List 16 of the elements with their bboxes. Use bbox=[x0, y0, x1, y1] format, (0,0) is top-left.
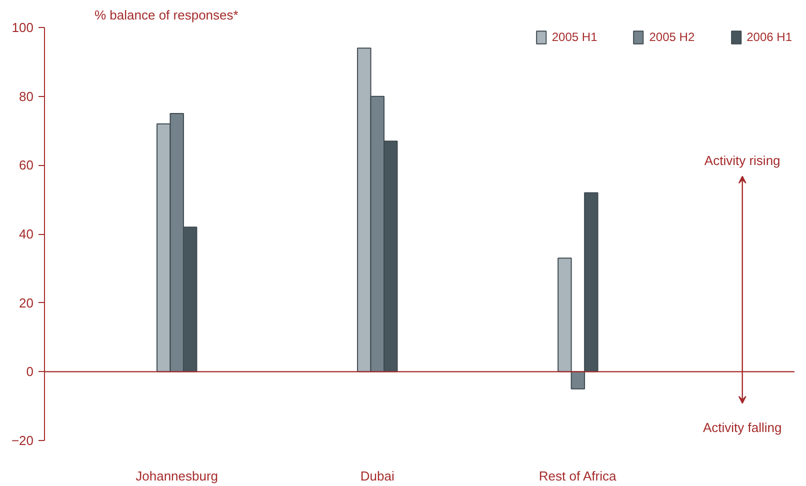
y-tick-label: 0 bbox=[26, 364, 34, 380]
annotation: Activity rising bbox=[704, 152, 780, 168]
legend-label: 2005 H1 bbox=[552, 30, 598, 44]
y-tick-label: 40 bbox=[19, 226, 34, 242]
x-tick-label: Rest of Africa bbox=[538, 468, 617, 484]
annotation: Activity falling bbox=[702, 420, 782, 435]
x-tick-label: Johannesburg bbox=[136, 468, 218, 484]
y-tick-label: 60 bbox=[19, 158, 34, 173]
chart-title: % balance of responses* bbox=[94, 8, 238, 22]
y-tick-label: 100 bbox=[12, 20, 34, 35]
legend-label: 2005 H2 bbox=[649, 30, 695, 44]
y-tick-label: −20 bbox=[11, 433, 34, 448]
legend-label: 2006 H1 bbox=[746, 30, 792, 44]
x-tick-label: Dubai bbox=[360, 468, 394, 484]
y-tick-label: 80 bbox=[19, 88, 34, 104]
y-tick-label: 20 bbox=[19, 295, 34, 310]
